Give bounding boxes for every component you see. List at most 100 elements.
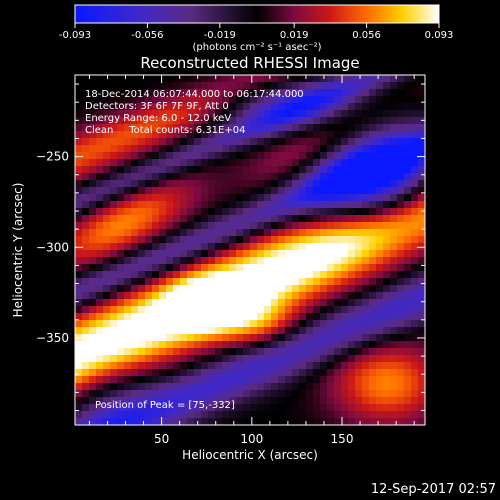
heatmap-cell	[411, 390, 419, 398]
heatmap-cell	[89, 75, 97, 83]
heatmap-cell	[376, 264, 384, 272]
heatmap-cell	[131, 334, 139, 342]
heatmap-cell	[117, 334, 125, 342]
heatmap-cell	[418, 376, 425, 384]
heatmap-cell	[96, 313, 104, 321]
heatmap-cell	[292, 89, 300, 97]
heatmap-cell	[222, 166, 230, 174]
heatmap-cell	[243, 89, 251, 97]
heatmap-cell	[376, 327, 384, 335]
heatmap-cell	[383, 306, 391, 314]
heatmap-cell	[369, 250, 377, 258]
heatmap-cell	[152, 362, 160, 370]
heatmap-cell	[173, 117, 181, 125]
heatmap-cell	[180, 138, 188, 146]
heatmap-cell	[110, 348, 118, 356]
heatmap-cell	[348, 152, 356, 160]
heatmap-cell	[145, 418, 153, 425]
heatmap-cell	[257, 159, 265, 167]
heatmap-cell	[334, 82, 342, 90]
colorbar-units: (photons cm⁻² s⁻¹ asec⁻²)	[192, 42, 321, 53]
heatmap-cell	[152, 257, 160, 265]
heatmap-cell	[96, 334, 104, 342]
heatmap-cell	[159, 215, 167, 223]
heatmap-cell	[264, 131, 272, 139]
heatmap-cell	[348, 110, 356, 118]
heatmap-cell	[285, 369, 293, 377]
heatmap-cell	[313, 257, 321, 265]
heatmap-cell	[96, 82, 104, 90]
heatmap-cell	[222, 138, 230, 146]
heatmap-cell	[299, 82, 307, 90]
heatmap-cell	[208, 404, 216, 412]
heatmap-cell	[411, 117, 419, 125]
heatmap-cell	[138, 159, 146, 167]
heatmap-cell	[334, 418, 342, 425]
heatmap-cell	[278, 96, 286, 104]
colorbar-tick-label: 0.093	[425, 30, 454, 41]
heatmap-cell	[334, 383, 342, 391]
heatmap-cell	[292, 194, 300, 202]
heatmap-cell	[208, 117, 216, 125]
heatmap-cell	[404, 187, 412, 195]
heatmap-cell	[257, 236, 265, 244]
heatmap-cell	[404, 138, 412, 146]
heatmap-cell	[348, 383, 356, 391]
heatmap-cell	[222, 257, 230, 265]
heatmap-cell	[138, 313, 146, 321]
heatmap-cell	[131, 75, 139, 83]
heatmap-cell	[243, 96, 251, 104]
heatmap-cell	[222, 383, 230, 391]
heatmap-cell	[397, 320, 405, 328]
heatmap-cell	[166, 222, 174, 230]
heatmap-cell	[82, 243, 90, 251]
heatmap-cell	[180, 411, 188, 419]
heatmap-cell	[334, 292, 342, 300]
heatmap-cell	[383, 320, 391, 328]
heatmap-cell	[131, 390, 139, 398]
heatmap-cell	[285, 348, 293, 356]
heatmap-cell	[166, 187, 174, 195]
heatmap-cell	[320, 110, 328, 118]
heatmap-cell	[397, 89, 405, 97]
heatmap-cell	[299, 215, 307, 223]
heatmap-cell	[257, 299, 265, 307]
heatmap-cell	[208, 292, 216, 300]
heatmap-cell	[362, 383, 370, 391]
heatmap-cell	[404, 320, 412, 328]
x-tick-label: 150	[331, 432, 354, 446]
heatmap-cell	[124, 327, 132, 335]
heatmap-cell	[243, 306, 251, 314]
heatmap-cell	[397, 194, 405, 202]
heatmap-cell	[334, 145, 342, 153]
heatmap-cell	[397, 285, 405, 293]
heatmap-cell	[306, 215, 314, 223]
heatmap-cell	[124, 411, 132, 419]
heatmap-cell	[376, 362, 384, 370]
heatmap-cell	[313, 208, 321, 216]
heatmap-cell	[159, 180, 167, 188]
heatmap-cell	[250, 173, 258, 181]
heatmap-cell	[278, 292, 286, 300]
heatmap-cell	[96, 383, 104, 391]
heatmap-cell	[320, 138, 328, 146]
heatmap-cell	[397, 334, 405, 342]
heatmap-cell	[299, 313, 307, 321]
heatmap-cell	[327, 334, 335, 342]
heatmap-cell	[187, 250, 195, 258]
y-axis-label: Heliocentric Y (arcsec)	[11, 183, 25, 318]
heatmap-cell	[103, 124, 111, 132]
heatmap-cell	[159, 229, 167, 237]
heatmap-cell	[306, 299, 314, 307]
heatmap-cell	[418, 103, 425, 111]
heatmap-cell	[250, 369, 258, 377]
heatmap-cell	[418, 411, 425, 419]
heatmap-cell	[152, 411, 160, 419]
heatmap-cell	[110, 96, 118, 104]
heatmap-cell	[390, 75, 398, 83]
heatmap-cell	[348, 411, 356, 419]
heatmap-cell	[278, 355, 286, 363]
heatmap-cell	[194, 299, 202, 307]
heatmap-cell	[229, 355, 237, 363]
heatmap-cell	[250, 96, 258, 104]
